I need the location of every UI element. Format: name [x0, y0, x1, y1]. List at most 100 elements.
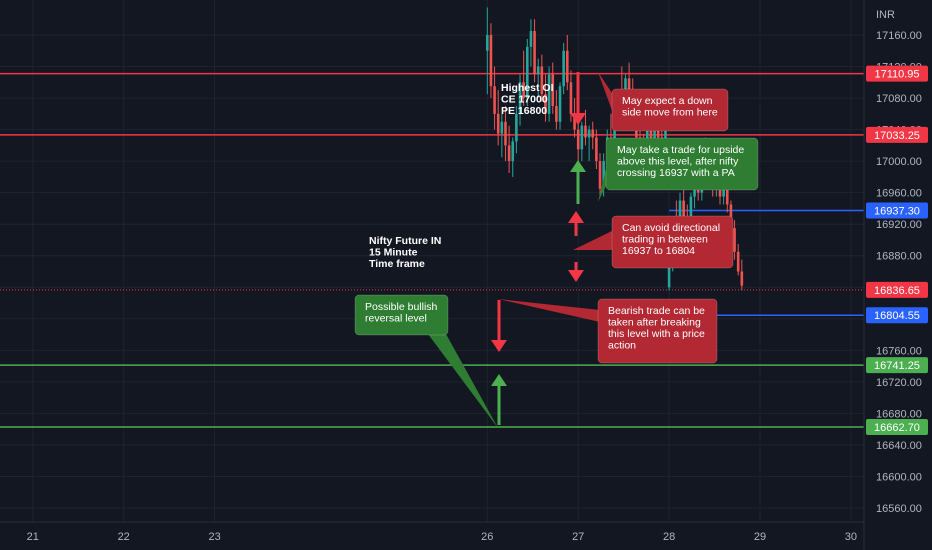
candle-body	[544, 94, 547, 114]
candle-body	[613, 121, 616, 146]
candle-body	[540, 66, 544, 95]
avoid-directional-callout-pointer	[573, 230, 614, 250]
candle-body	[489, 35, 493, 87]
up-arrow-bullish-head	[491, 374, 507, 386]
y-tick-label: 17080.00	[876, 93, 922, 105]
price-tag-resistance-high-oi	[866, 65, 928, 82]
down-side-callout-line: May expect a down	[622, 95, 713, 107]
upside-callout-line: above this level, after nifty	[617, 156, 739, 168]
price-tag-label-resistance: 17033.25	[874, 130, 920, 142]
x-axis[interactable]: 2122232627282930Oct4	[0, 521, 932, 543]
candle-body	[591, 129, 595, 138]
highest-oi-note-line: PE 16800	[501, 105, 547, 117]
bearish-trade-callout-pointer	[498, 299, 600, 322]
x-tick-label: 21	[27, 531, 39, 543]
price-tag-support	[866, 357, 928, 374]
price-tag-label-support: 16741.25	[874, 360, 920, 372]
candle-body	[595, 137, 598, 162]
avoid-directional-callout-line: Can avoid directional	[622, 222, 720, 234]
y-tick-label: 17160.00	[876, 30, 922, 42]
x-tick-label: 26	[481, 531, 493, 543]
highest-oi-note-line: CE 17000	[501, 94, 548, 106]
candle-body	[682, 200, 685, 217]
price-tag-label-resistance-high-oi: 17110.95	[874, 69, 919, 81]
candle-body	[558, 86, 562, 122]
candle-body	[529, 31, 533, 47]
y-tick-label: 16880.00	[876, 251, 922, 263]
small-down-arrow-red-head	[568, 270, 584, 282]
y-tick-label: 16640.00	[876, 440, 922, 452]
down-side-callout-line: side move from here	[622, 107, 718, 119]
price-tag-label-support-bullish-reversal: 16662.70	[874, 422, 920, 434]
price-tag-current-price	[866, 281, 928, 298]
candle-body	[740, 271, 744, 286]
candle-body	[733, 228, 736, 252]
price-tag-label-current-price: 16836.65	[874, 285, 920, 297]
candle-body	[525, 46, 529, 99]
y-tick-label: 17000.00	[876, 156, 922, 168]
grid	[0, 0, 864, 522]
candle-body	[486, 35, 489, 51]
bearish-trade-callout-line: action	[608, 340, 636, 352]
candle-body	[602, 161, 605, 189]
upside-callout-line: crossing 16937 with a PA	[617, 167, 735, 179]
candle-body	[576, 129, 580, 150]
candle-body	[522, 82, 525, 99]
bearish-trade-callout-line: Bearish trade can be	[608, 305, 705, 317]
candle-body	[573, 113, 576, 130]
small-up-arrow-red-head	[568, 211, 584, 223]
highest-oi-note-line: Highest OI	[501, 82, 554, 94]
upside-callout-box	[605, 137, 759, 191]
y-axis[interactable]: INR 17160.0017120.0017080.0017040.001700…	[863, 0, 928, 550]
candle-body	[580, 125, 584, 150]
avoid-directional-callout-box	[611, 215, 734, 269]
y-tick-label: 16600.00	[876, 471, 922, 483]
candle-body	[547, 74, 551, 114]
avoid-directional-callout-line: 16937 to 16804	[622, 245, 695, 257]
bearish-trade-callout-line: this level with a price	[608, 328, 705, 340]
level-lines	[0, 72, 864, 428]
bullish-reversal-callout-line: reversal level	[365, 313, 427, 325]
up-arrow-upside-head	[570, 160, 586, 172]
nifty-future-note-line: 15 Minute	[369, 247, 418, 259]
candle-body	[729, 204, 733, 229]
candle-body	[551, 74, 555, 106]
x-tick-label: 27	[572, 531, 584, 543]
price-tag-label-downside-trigger: 16804.55	[874, 310, 920, 322]
candle-body	[598, 161, 602, 189]
down-side-callout-box	[611, 88, 729, 132]
x-tick-label: 23	[208, 531, 220, 543]
candle-body	[569, 82, 573, 114]
candle-body	[555, 105, 558, 122]
y-tick-label: 16720.00	[876, 377, 922, 389]
bullish-reversal-callout-pointer	[428, 334, 498, 428]
nifty-future-note-line: Nifty Future IN	[369, 235, 441, 247]
bullish-reversal-callout-box	[354, 294, 449, 336]
candle-body	[565, 50, 569, 83]
y-tick-label: 16760.00	[876, 345, 922, 357]
candle-body	[533, 31, 536, 75]
x-tick-label: 22	[118, 531, 130, 543]
x-tick-label: 28	[663, 531, 675, 543]
candle-body	[500, 121, 504, 134]
price-tag-resistance	[866, 126, 928, 143]
candle-body	[736, 251, 740, 272]
candle-body	[511, 141, 515, 162]
currency-label: INR	[876, 9, 895, 21]
price-tag-downside-trigger	[866, 307, 928, 324]
bearish-trade-callout-box	[597, 298, 718, 364]
down-arrow-bearish-head	[491, 340, 507, 352]
upside-callout-pointer	[598, 160, 608, 202]
down-arrow-high-head	[570, 113, 586, 125]
candle-body	[667, 263, 671, 288]
y-tick-label: 16560.00	[876, 503, 922, 515]
candle-body	[587, 129, 591, 138]
